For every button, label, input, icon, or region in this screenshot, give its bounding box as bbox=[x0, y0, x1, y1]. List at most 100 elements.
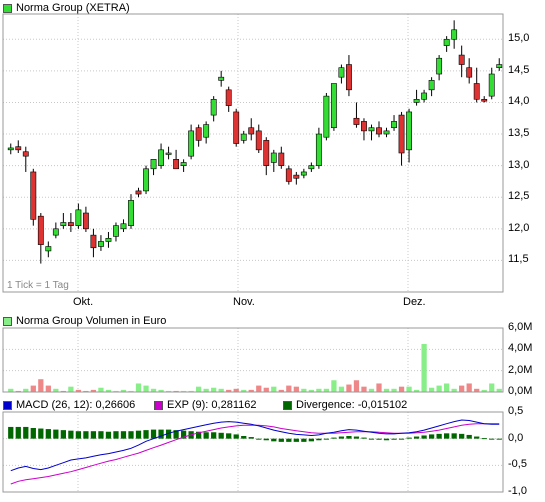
volume-bar bbox=[8, 388, 14, 392]
candle-body bbox=[443, 38, 450, 46]
candle-body bbox=[278, 152, 285, 166]
volume-bar bbox=[331, 380, 337, 392]
x-tick-okt: Okt. bbox=[73, 296, 94, 308]
macd-legend-label: MACD (26, 12): 0,26606 bbox=[16, 399, 136, 411]
candle-body bbox=[22, 151, 29, 157]
volume-bar bbox=[391, 388, 397, 392]
divergence-bar bbox=[218, 432, 224, 439]
divergence-bar bbox=[444, 433, 450, 439]
divergence-bar bbox=[421, 435, 427, 439]
candle-body bbox=[120, 223, 127, 230]
volume-bar bbox=[346, 384, 352, 392]
divergence-bar bbox=[30, 428, 36, 439]
candle-body bbox=[451, 29, 458, 40]
divergence-bar bbox=[361, 437, 367, 439]
candle-body bbox=[60, 222, 67, 226]
volume-bar bbox=[105, 389, 112, 392]
candle-body bbox=[346, 64, 352, 91]
price-candles bbox=[7, 20, 503, 264]
candle-body bbox=[113, 225, 119, 237]
candle-body bbox=[203, 124, 210, 138]
divergence-bar bbox=[23, 426, 29, 439]
candle-body bbox=[188, 130, 195, 157]
candle-body bbox=[413, 98, 420, 103]
candle-body bbox=[315, 133, 322, 166]
volume-bar bbox=[286, 385, 292, 392]
volume-bar bbox=[90, 389, 97, 392]
divergence-bar bbox=[406, 437, 412, 439]
divergence-bar bbox=[241, 436, 247, 439]
candle-body bbox=[300, 171, 307, 176]
volume-bar bbox=[308, 389, 314, 392]
divergence-bar bbox=[391, 438, 397, 440]
divergence-bar bbox=[489, 438, 495, 440]
volume-bar bbox=[376, 383, 382, 392]
divergence-bar bbox=[459, 433, 465, 439]
price-y-tick: 14,5 bbox=[508, 63, 530, 76]
candle-body bbox=[225, 89, 232, 106]
candle-body bbox=[368, 127, 375, 132]
divergence-bar bbox=[286, 438, 292, 442]
price-y-tick: 13,5 bbox=[508, 127, 530, 140]
volume-bar bbox=[436, 385, 442, 392]
candle-body bbox=[195, 127, 202, 141]
divergence-bar bbox=[466, 434, 472, 439]
candle-body bbox=[353, 117, 360, 125]
candle-body bbox=[496, 64, 503, 69]
divergence-bar bbox=[338, 436, 345, 439]
divergence-bar bbox=[53, 429, 59, 439]
price-y-tick: 12,0 bbox=[508, 221, 530, 234]
divergence-bar bbox=[428, 434, 435, 439]
divergence-legend-label: Divergence: -0,015102 bbox=[296, 399, 408, 411]
candle-body bbox=[180, 162, 187, 166]
volume-bar bbox=[188, 390, 194, 392]
divergence-bar bbox=[120, 431, 127, 439]
divergence-bar bbox=[75, 431, 82, 439]
volume-bar bbox=[165, 390, 172, 392]
candle-body bbox=[90, 234, 97, 249]
divergence-bar bbox=[368, 438, 375, 440]
divergence-bar bbox=[451, 433, 457, 439]
volume-bar bbox=[271, 386, 277, 392]
divergence-bar bbox=[398, 438, 405, 440]
divergence-bar bbox=[376, 438, 382, 440]
divergence-bar bbox=[128, 431, 134, 439]
volume-bar bbox=[301, 388, 307, 392]
volume-bar bbox=[338, 386, 345, 392]
price-legend-swatch bbox=[3, 3, 12, 13]
volume-bar bbox=[233, 388, 239, 392]
tick-note: 1 Tick = 1 Tag bbox=[7, 280, 69, 291]
candle-body bbox=[105, 237, 112, 242]
divergence-bar bbox=[496, 438, 502, 440]
volume-bar bbox=[15, 390, 21, 392]
divergence-bar bbox=[203, 432, 209, 439]
candle-body bbox=[218, 76, 225, 81]
divergence-bar bbox=[226, 433, 232, 439]
volume-bar bbox=[481, 389, 487, 392]
x-tick-nov: Nov. bbox=[233, 296, 255, 308]
volume-bar bbox=[211, 387, 217, 392]
candle-body bbox=[7, 147, 14, 151]
volume-bar bbox=[158, 389, 164, 392]
macd-line bbox=[10, 419, 500, 472]
volume-bar bbox=[98, 387, 104, 392]
divergence-bar bbox=[143, 430, 149, 439]
volume-bar bbox=[128, 390, 134, 392]
candle-body bbox=[323, 95, 330, 138]
divergence-bar bbox=[211, 432, 217, 439]
candle-body bbox=[308, 165, 315, 170]
volume-bar bbox=[444, 383, 450, 392]
divergence-histogram bbox=[8, 426, 502, 442]
divergence-bar bbox=[38, 428, 44, 439]
candle-body bbox=[391, 121, 397, 129]
divergence-legend-swatch bbox=[283, 400, 292, 410]
divergence-bar bbox=[98, 431, 104, 439]
divergence-bar bbox=[316, 438, 322, 441]
divergence-bar bbox=[481, 438, 487, 440]
divergence-bar bbox=[90, 431, 97, 439]
divergence-bar bbox=[105, 431, 112, 439]
volume-bar bbox=[248, 389, 254, 392]
volume-bar bbox=[173, 390, 179, 392]
divergence-bar bbox=[331, 437, 337, 439]
candle-body bbox=[398, 114, 405, 154]
